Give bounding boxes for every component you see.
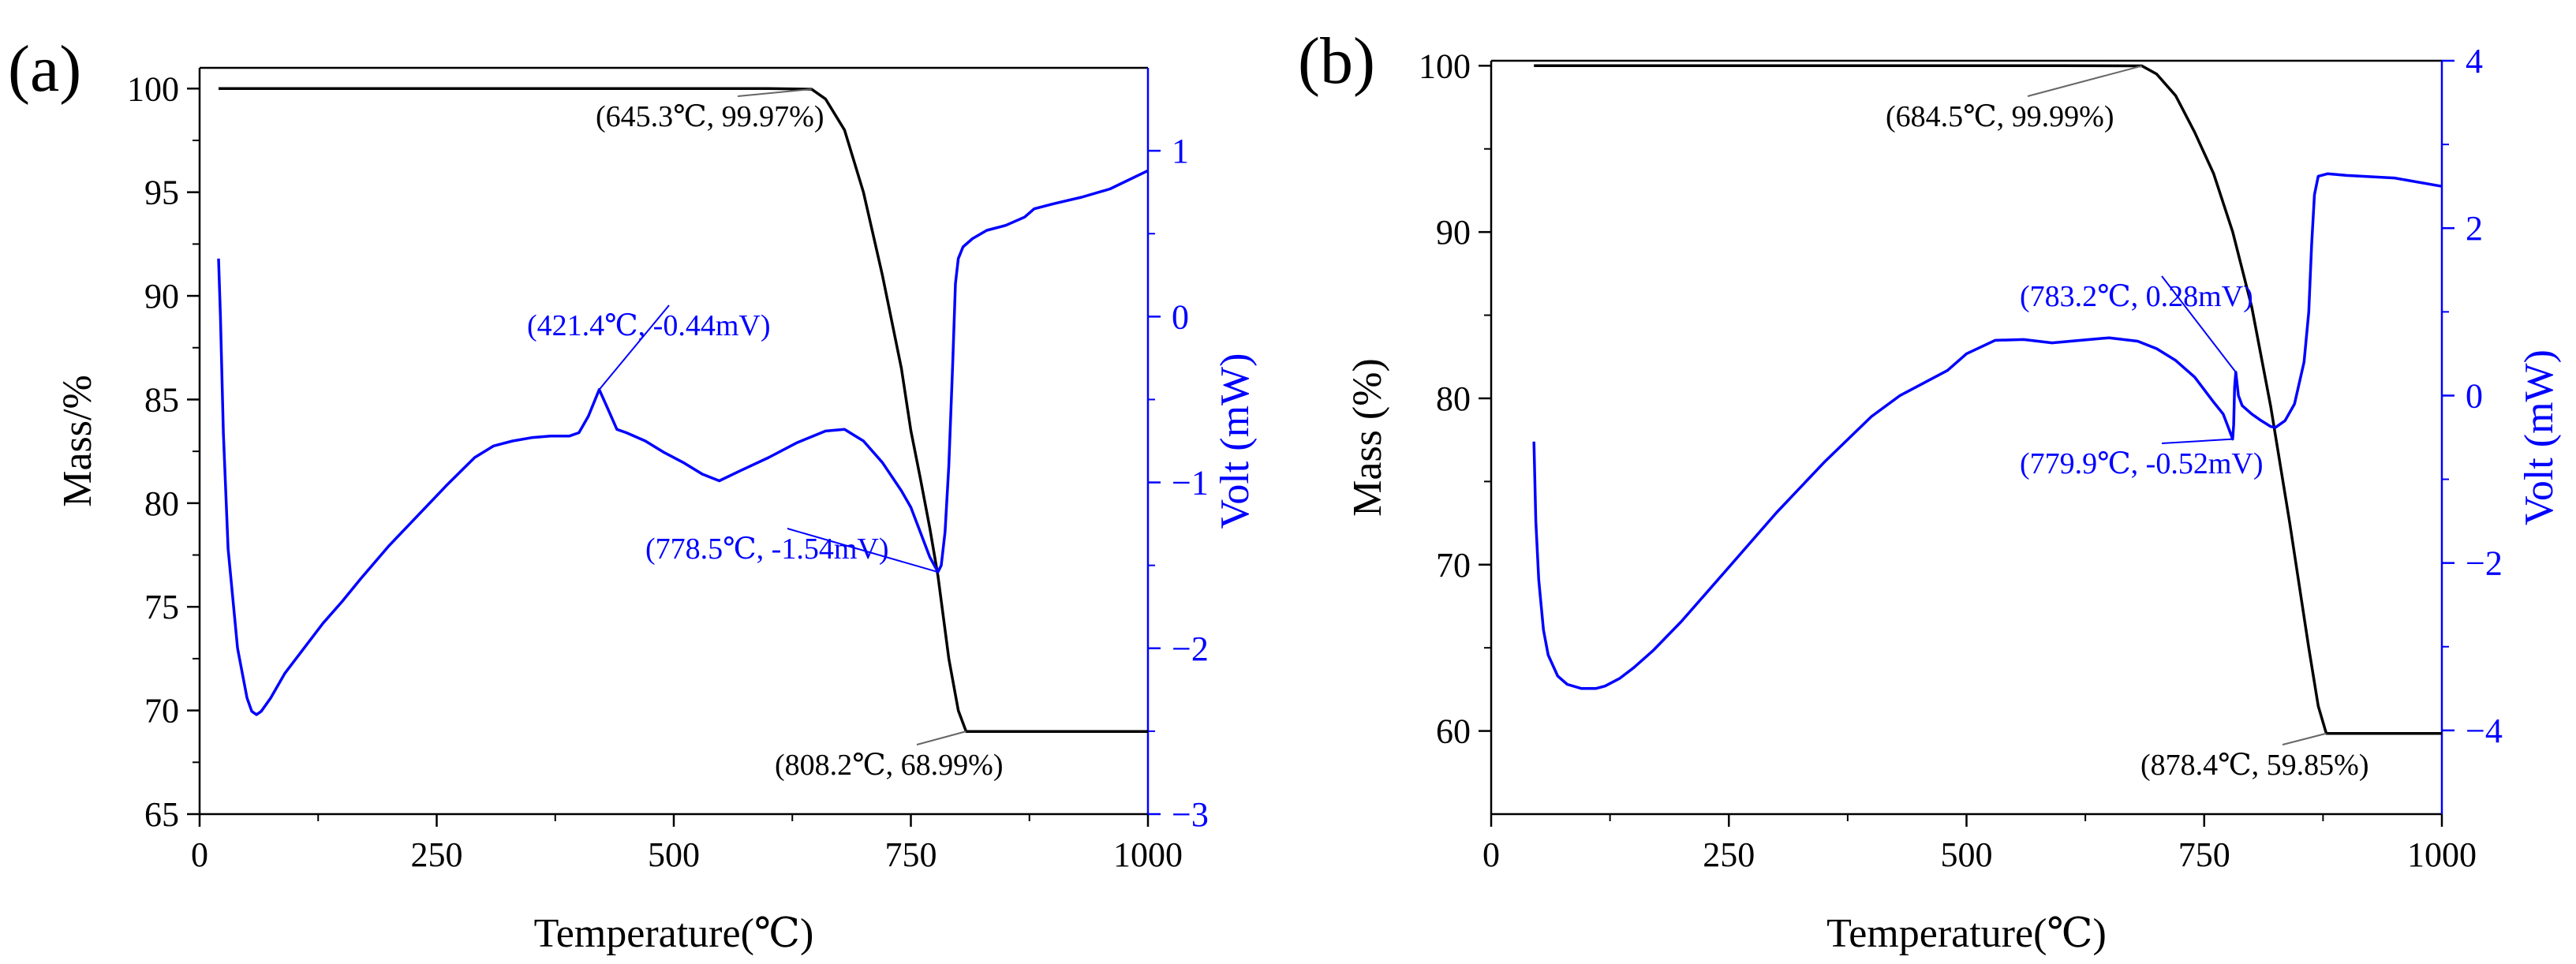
y-left-tick-label: 70 [144, 692, 179, 730]
y-left-tick-label: 75 [144, 588, 179, 626]
annotation-leader-line [2161, 438, 2233, 444]
annotation-leader-line [2027, 65, 2143, 97]
x-tick-label: 1000 [2407, 835, 2477, 874]
mass-series-line [1534, 64, 2442, 735]
y-axis-right-title: Volt (mW) [2517, 349, 2562, 525]
y-axis-right-title: Volt (mW) [1213, 353, 1258, 529]
y-left-tick-label: 70 [1436, 546, 1471, 585]
y-right-tick-label: −3 [1172, 795, 1209, 834]
annotation-leader-line [737, 88, 812, 97]
annotation-label: (778.5℃, -1.54mV) [645, 532, 888, 566]
x-tick-label: 250 [1703, 835, 1755, 874]
annotation-label: (779.9℃, -0.52mV) [2020, 447, 2263, 480]
y-left-tick-label: 65 [144, 795, 179, 834]
x-tick-label: 0 [1482, 835, 1500, 874]
annotation-leader-line [787, 528, 939, 574]
chart-panel-b: 0 250 500 750 1000 60 70 80 90 100 −4 −2 0 2 4 (684.5℃,… [1298, 24, 2562, 956]
y-left-tick-label: 100 [127, 69, 179, 108]
y-right-tick-label: 2 [2466, 209, 2483, 248]
volt-series-line [217, 169, 1149, 716]
annotation-leader-line [916, 730, 966, 745]
x-tick-label: 1000 [1113, 835, 1183, 874]
y-left-tick-label: 90 [1436, 213, 1471, 252]
y-right-tick-label: 0 [1172, 297, 1189, 336]
y-right-tick-label: 0 [2466, 376, 2483, 415]
y-right-tick-label: 4 [2466, 42, 2483, 80]
volt-series-line [1532, 172, 2443, 690]
x-tick-label: 250 [411, 835, 463, 874]
annotation-label: (684.5℃, 99.99%) [1886, 100, 2114, 133]
y-axis-left-title: Mass/% [55, 375, 100, 507]
x-tick-label: 500 [1941, 835, 1993, 874]
x-axis-title: Temperature(℃) [534, 911, 814, 956]
y-right-tick-label: −2 [2466, 544, 2503, 583]
y-left-tick-label: 80 [144, 484, 179, 523]
y-left-tick-label: 95 [144, 174, 179, 212]
chart-panel-a: 0 250 500 750 1000 65 70 75 80 85 90 95 100 −3 −2 −1 0 1 (… [8, 32, 1258, 956]
y-left-tick-label: 60 [1436, 712, 1471, 751]
y-axis-left-title: Mass (%) [1345, 358, 1390, 517]
annotation-label: (808.2℃, 68.99%) [775, 749, 1003, 782]
mass-series-line [219, 87, 1148, 733]
x-tick-label: 750 [2178, 835, 2230, 874]
panel-label: (a) [8, 32, 81, 106]
x-axis-title: Temperature(℃) [1826, 911, 2107, 956]
annotation-leader-line [598, 305, 670, 390]
y-left-tick-label: 100 [1419, 47, 1471, 85]
x-tick-label: 0 [191, 835, 208, 874]
annotation-label: (878.4℃, 59.85%) [2140, 749, 2368, 782]
y-right-tick-label: −1 [1172, 464, 1209, 503]
annotation-label: (783.2℃, 0.28mV) [2020, 280, 2253, 313]
y-right-tick-label: −2 [1172, 630, 1209, 668]
annotation-leader-line [2161, 275, 2237, 373]
annotation-label: (421.4℃, -0.44mV) [527, 309, 770, 342]
y-left-tick-label: 90 [144, 277, 179, 316]
annotation-leader-line [2282, 732, 2327, 745]
annotation-label: (645.3℃, 99.97%) [596, 100, 824, 133]
y-right-tick-label: 1 [1172, 132, 1189, 170]
y-left-tick-label: 80 [1436, 379, 1471, 418]
y-left-tick-label: 85 [144, 380, 179, 419]
x-tick-label: 500 [648, 835, 700, 874]
panel-label: (b) [1298, 24, 1375, 98]
x-tick-label: 750 [885, 835, 937, 874]
y-right-tick-label: −4 [2466, 712, 2503, 750]
